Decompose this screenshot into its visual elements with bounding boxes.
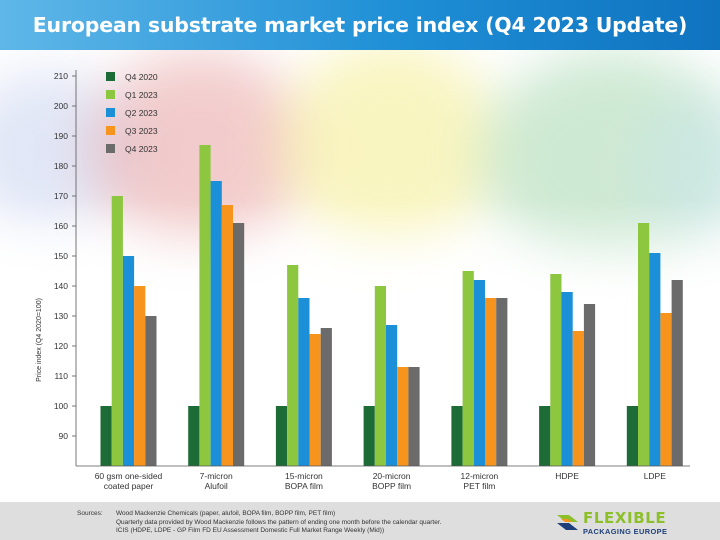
bar-q3-2023: [134, 286, 146, 466]
bar-q4-2020: [275, 406, 288, 466]
bar-q3-2023: [572, 331, 584, 466]
bar-q1-2023: [111, 196, 123, 466]
bar-q4-2020: [539, 406, 551, 466]
bar-q1-2023: [374, 286, 386, 466]
chart-title: European substrate market price index (Q…: [32, 13, 688, 37]
legend-label: Q1 2023: [125, 90, 158, 100]
y-tick-label: 140: [54, 281, 68, 291]
bar-q3-2023: [485, 298, 497, 466]
bar-q3-2023: [221, 205, 233, 466]
x-category-label: Alufoil: [205, 481, 228, 491]
legend: Q4 2020 Q1 2023 Q2 2023 Q3 2023 Q4 2023: [106, 72, 158, 154]
y-tick-label: 120: [54, 341, 68, 351]
bar-q4-2020: [451, 406, 463, 466]
x-category-label: PET film: [463, 481, 495, 491]
legend-label: Q4 2020: [125, 72, 158, 82]
x-category-label: BOPA film: [285, 481, 323, 491]
y-tick-label: 100: [54, 401, 68, 411]
y-tick-label: 210: [54, 71, 68, 81]
y-tick-label: 110: [54, 371, 68, 381]
legend-swatch: [106, 144, 115, 153]
bar-q1-2023: [638, 223, 650, 466]
legend-swatch: [106, 108, 115, 117]
source-line: Wood Mackenzie Chemicals (paper, alufoil…: [116, 510, 336, 517]
x-category-label: 15-micron: [285, 471, 323, 481]
bar-q4-2023: [233, 223, 245, 466]
source-line: Quarterly data provided by Wood Mackenzi…: [116, 518, 442, 526]
y-tick-label: 170: [54, 191, 68, 201]
y-tick-label: 190: [54, 131, 68, 141]
bars: [100, 145, 683, 466]
bar-q1-2023: [199, 145, 211, 466]
bar-q1-2023: [550, 274, 562, 466]
bar-q3-2023: [309, 334, 321, 466]
bar-q2-2023: [473, 280, 485, 466]
bar-q4-2023: [320, 328, 332, 466]
logo-mark-icon: [557, 515, 578, 530]
logo-word-packaging-europe: PACKAGING EUROPE: [583, 527, 668, 536]
x-category-label: coated paper: [104, 481, 154, 491]
y-axis-title: Price index (Q4 2020=100): [36, 298, 43, 382]
y-axis: 90 100 110 120 130 140 150 160 170 180 190 200 210: [54, 70, 77, 466]
bar-q4-2023: [496, 298, 508, 466]
bar-q2-2023: [298, 298, 310, 466]
x-category-label: 60 gsm one-sided: [95, 471, 163, 481]
y-tick-label: 90: [59, 431, 69, 441]
y-tick-label: 160: [54, 221, 68, 231]
bar-q4-2023: [145, 316, 157, 466]
sources-label: Sources:: [77, 510, 103, 517]
bar-q4-2020: [363, 406, 375, 466]
logo-word-flexible: FLEXIBLE: [583, 509, 667, 527]
bar-q2-2023: [122, 256, 135, 466]
x-category-label: HDPE: [555, 471, 579, 481]
bar-chart: 90 100 110 120 130 140 150 160 170 180 190 200 210 6…: [36, 70, 690, 491]
bar-q4-2020: [188, 406, 200, 466]
bar-q4-2020: [100, 406, 112, 466]
bar-q1-2023: [287, 265, 299, 466]
legend-label: Q2 2023: [125, 108, 158, 118]
y-tick-label: 130: [54, 311, 68, 321]
bar-q4-2023: [408, 367, 420, 466]
bar-q2-2023: [649, 253, 661, 466]
legend-swatch: [106, 126, 115, 135]
source-line: ICIS (HDPE, LDPE - GP Film FD EU Assessm…: [116, 527, 385, 534]
sources-list: Wood Mackenzie Chemicals (paper, alufoil…: [116, 510, 441, 536]
bar-q2-2023: [561, 292, 573, 466]
legend-label: Q3 2023: [125, 126, 158, 136]
title-bar: European substrate market price index (Q…: [0, 0, 720, 50]
x-category-label: LDPE: [644, 471, 667, 481]
x-category-label: BOPP film: [372, 481, 411, 491]
bar-q1-2023: [462, 271, 474, 466]
x-category-label: 12-micron: [461, 471, 499, 481]
footer: Sources: Wood Mackenzie Chemicals (paper…: [0, 502, 720, 540]
x-category-label: 7-micron: [200, 471, 233, 481]
bar-q4-2023: [671, 280, 683, 466]
legend-swatch: [106, 90, 115, 99]
bar-q2-2023: [386, 325, 398, 466]
y-tick-label: 150: [54, 251, 68, 261]
bar-q4-2020: [626, 406, 638, 466]
bar-q3-2023: [660, 313, 672, 466]
x-category-label: 20-micron: [373, 471, 411, 481]
bar-q4-2023: [583, 304, 596, 466]
bar-q2-2023: [210, 181, 222, 466]
y-tick-label: 200: [54, 101, 68, 111]
legend-swatch: [106, 72, 115, 81]
legend-label: Q4 2023: [125, 144, 158, 154]
bar-q3-2023: [397, 367, 409, 466]
flexible-packaging-europe-logo: FLEXIBLE PACKAGING EUROPE: [556, 509, 676, 537]
y-tick-label: 180: [54, 161, 68, 171]
